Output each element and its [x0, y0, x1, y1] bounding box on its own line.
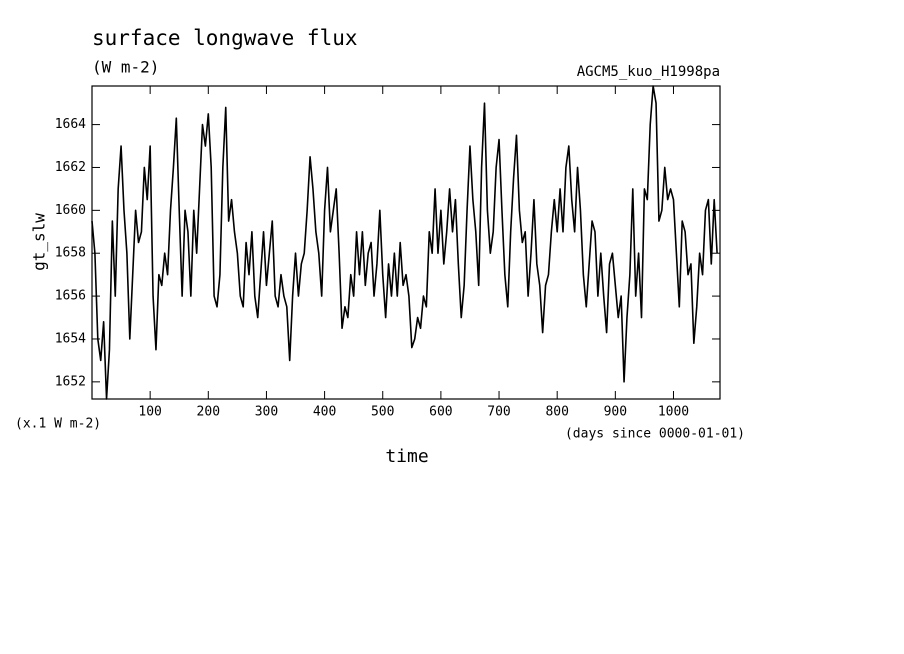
- y-tick-label: 1664: [55, 117, 86, 132]
- x-axis-label: time: [385, 446, 428, 467]
- chart-subtitle: (W m-2): [92, 58, 159, 77]
- x-tick-label: 1000: [658, 405, 689, 420]
- x-tick-label: 600: [429, 405, 452, 420]
- y-tick-label: 1662: [55, 160, 86, 175]
- x-tick-label: 900: [604, 405, 627, 420]
- y-tick-label: 1654: [55, 331, 86, 346]
- annotation: AGCM5_kuo_H1998pa: [577, 64, 720, 80]
- plot-frame: [91, 85, 721, 400]
- x-tick-label: 300: [255, 405, 278, 420]
- y-axis-label: gt_slw: [30, 213, 49, 271]
- x-tick-label: 200: [197, 405, 220, 420]
- y-tick-label: 1656: [55, 289, 86, 304]
- data-line: [91, 85, 718, 400]
- x-axis-unit: (days since 0000-01-01): [565, 427, 745, 442]
- y-tick-label: 1660: [55, 203, 86, 218]
- x-tick-label: 700: [487, 405, 510, 420]
- x-tick-label: 800: [545, 405, 568, 420]
- y-tick-label: 1652: [55, 374, 86, 389]
- x-tick-label: 100: [138, 405, 161, 420]
- y-axis-unit: (x.1 W m-2): [15, 417, 101, 432]
- x-tick-label: 400: [313, 405, 336, 420]
- x-tick-label: 500: [371, 405, 394, 420]
- y-tick-label: 1658: [55, 246, 86, 261]
- chart-title: surface longwave flux: [92, 26, 358, 50]
